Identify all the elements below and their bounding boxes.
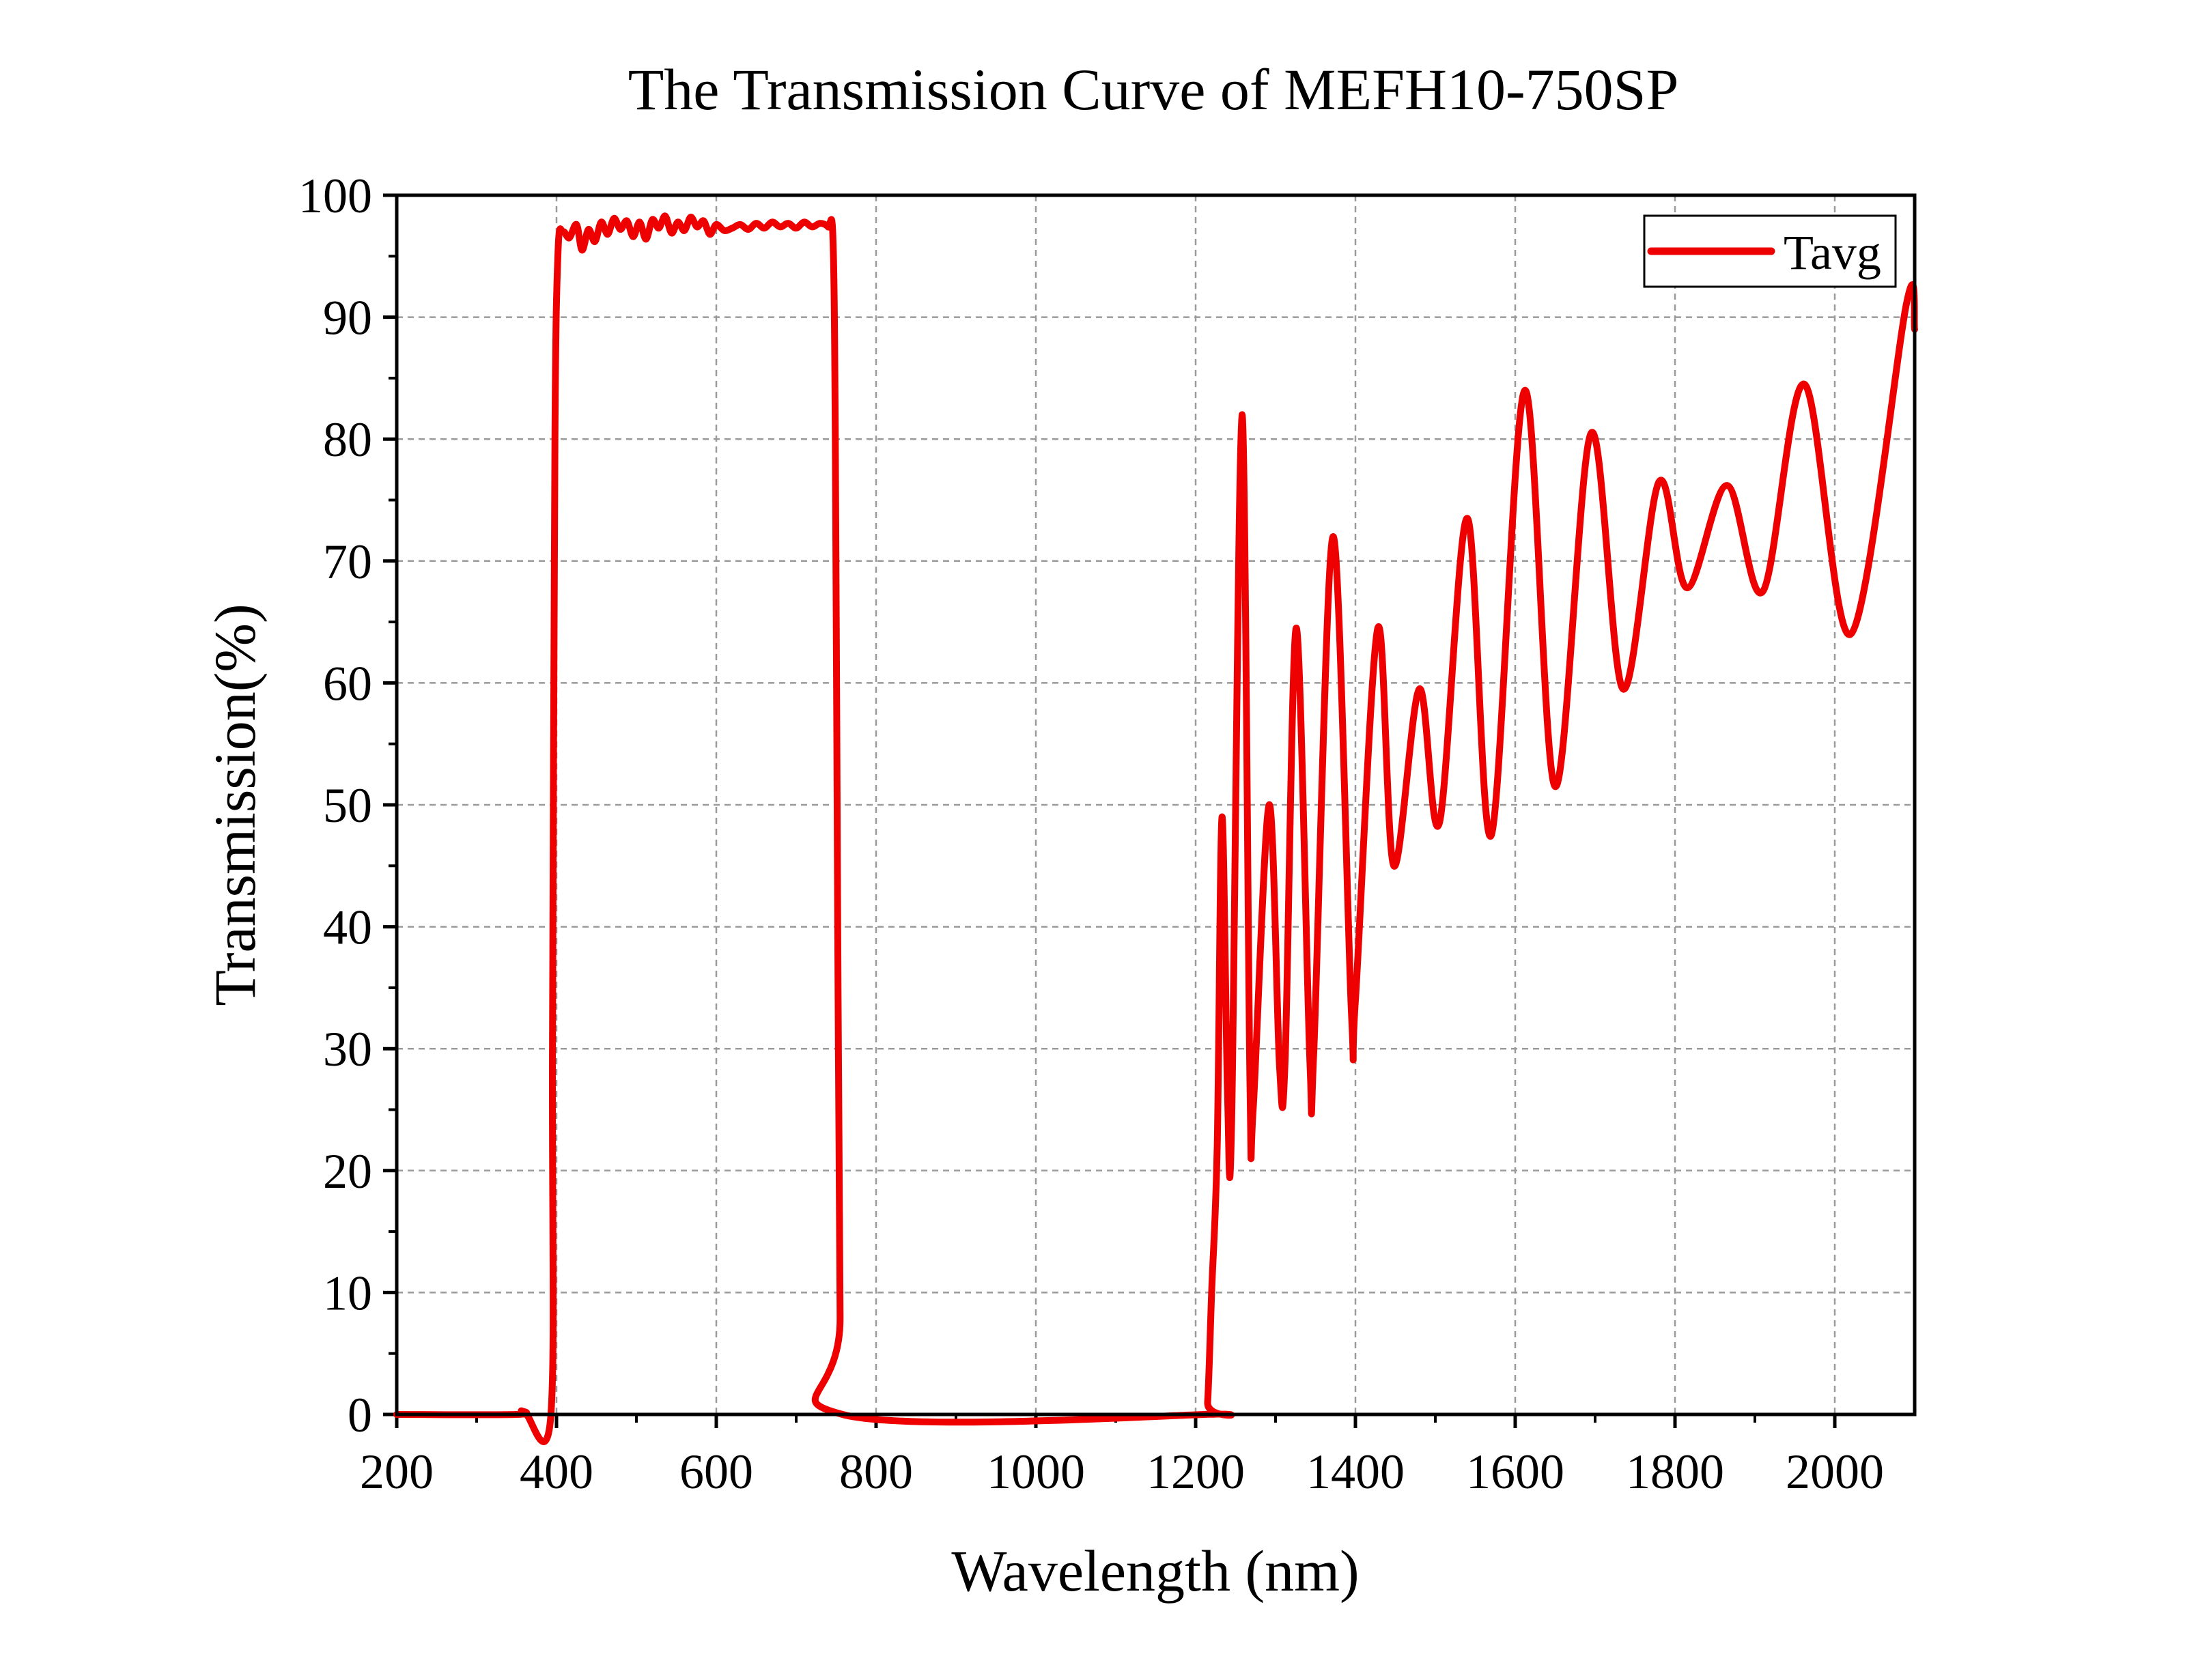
legend-label-tavg: Tavg <box>1784 225 1881 280</box>
y-tick-label: 20 <box>323 1144 372 1199</box>
x-tick-label: 1000 <box>987 1444 1085 1499</box>
chart-title: The Transmission Curve of MEFH10-750SP <box>628 57 1679 122</box>
major-ticks <box>383 193 1837 1428</box>
y-tick-label: 0 <box>348 1388 372 1442</box>
grid-lines <box>397 195 1915 1414</box>
y-tick-label: 40 <box>323 900 372 955</box>
x-tick-label: 200 <box>360 1444 434 1499</box>
y-tick-label: 50 <box>323 778 372 833</box>
y-tick-label: 80 <box>323 412 372 467</box>
minor-ticks <box>389 255 1756 1423</box>
y-tick-label: 90 <box>323 291 372 345</box>
x-tick-label: 1800 <box>1626 1444 1724 1499</box>
x-tick-label: 1400 <box>1306 1444 1405 1499</box>
x-tick-label: 2000 <box>1786 1444 1884 1499</box>
x-tick-label: 1200 <box>1146 1444 1245 1499</box>
x-tick-labels: 200 400 600 800 1000 1200 1400 1600 1800 2000 <box>360 1444 1884 1499</box>
y-axis-label: Transmission(%) <box>202 603 268 1006</box>
x-tick-label: 1600 <box>1466 1444 1564 1499</box>
y-tick-label: 30 <box>323 1022 372 1077</box>
x-tick-label: 600 <box>679 1444 753 1499</box>
legend: Tavg <box>1643 214 1897 288</box>
x-tick-label: 800 <box>839 1444 913 1499</box>
y-tick-label: 70 <box>323 535 372 589</box>
x-tick-label: 400 <box>520 1444 593 1499</box>
y-tick-label: 10 <box>323 1266 372 1320</box>
series-line-tavg <box>393 212 1918 1445</box>
x-axis-label: Wavelength (nm) <box>951 1538 1359 1604</box>
y-tick-label: 100 <box>298 169 372 223</box>
y-tick-label: 60 <box>323 656 372 711</box>
plot-frame <box>395 193 1917 1416</box>
y-tick-labels: 0 10 20 30 40 50 60 70 80 90 100 <box>298 169 372 1442</box>
